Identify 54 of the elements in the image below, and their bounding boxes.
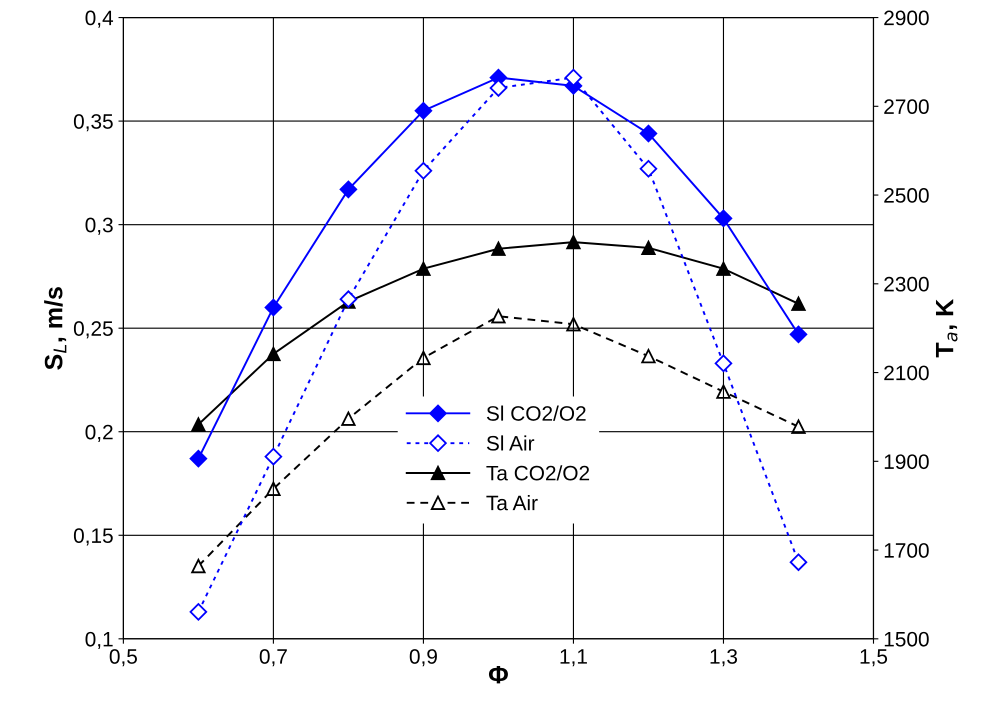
x-tick-label: 1,3 <box>710 649 738 666</box>
point <box>790 553 808 571</box>
point <box>341 412 356 426</box>
legend-label: Ta Air <box>486 495 538 510</box>
x-tick-label: 0,7 <box>260 649 287 666</box>
point <box>414 102 432 120</box>
x-tick-label: 0,9 <box>410 649 437 666</box>
point <box>640 124 658 142</box>
point <box>714 210 732 228</box>
point <box>264 448 282 466</box>
point <box>416 262 431 276</box>
y-tick-label: 0,2 <box>86 424 113 442</box>
point <box>340 290 358 308</box>
y2-tick-label: 2500 <box>884 188 929 203</box>
point <box>190 603 208 621</box>
point <box>491 242 506 256</box>
y2-tick-label: 2100 <box>884 366 929 380</box>
point <box>340 180 358 198</box>
point <box>191 558 206 574</box>
point <box>191 417 206 432</box>
x-axis-title: Φ <box>488 666 508 684</box>
point <box>491 309 506 324</box>
y2-axis-title: T$_{a}$, K <box>936 299 958 358</box>
y-axis-title: S$_{L}$, m/s <box>44 287 66 370</box>
legend-label: Ta CO2/O2 <box>486 465 590 480</box>
y2-tick-label: 1900 <box>884 454 929 470</box>
y-tick-label: 0,25 <box>74 321 113 338</box>
y2-tick-label: 2900 <box>884 10 929 26</box>
legend-label: Sl CO2/O2 <box>486 406 586 421</box>
point <box>641 348 656 364</box>
y-tick-label: 0,1 <box>86 632 113 650</box>
y2-tick-label: 1700 <box>884 543 929 558</box>
y-tick-label: 0,3 <box>86 218 113 235</box>
point <box>264 298 282 316</box>
x-tick-label: 1,1 <box>560 649 587 666</box>
y2-tick-label: 1500 <box>884 632 929 647</box>
x-tick-label: 1,5 <box>860 649 888 666</box>
point <box>190 450 208 468</box>
point <box>640 160 658 178</box>
y2-tick-label: 2700 <box>884 99 929 114</box>
point <box>564 68 582 86</box>
y2-tick-label: 2300 <box>884 276 929 292</box>
y-tick-label: 0,15 <box>74 528 113 546</box>
point <box>716 384 731 399</box>
point <box>716 262 731 276</box>
y-tick-label: 0,35 <box>74 114 113 132</box>
x-tick-label: 0,5 <box>110 649 137 666</box>
legend-label: Sl Air <box>486 435 534 451</box>
point <box>791 296 806 311</box>
point <box>641 240 656 256</box>
point <box>790 326 808 344</box>
y-tick-label: 0,4 <box>86 10 114 28</box>
point <box>414 162 432 180</box>
point <box>714 354 732 372</box>
